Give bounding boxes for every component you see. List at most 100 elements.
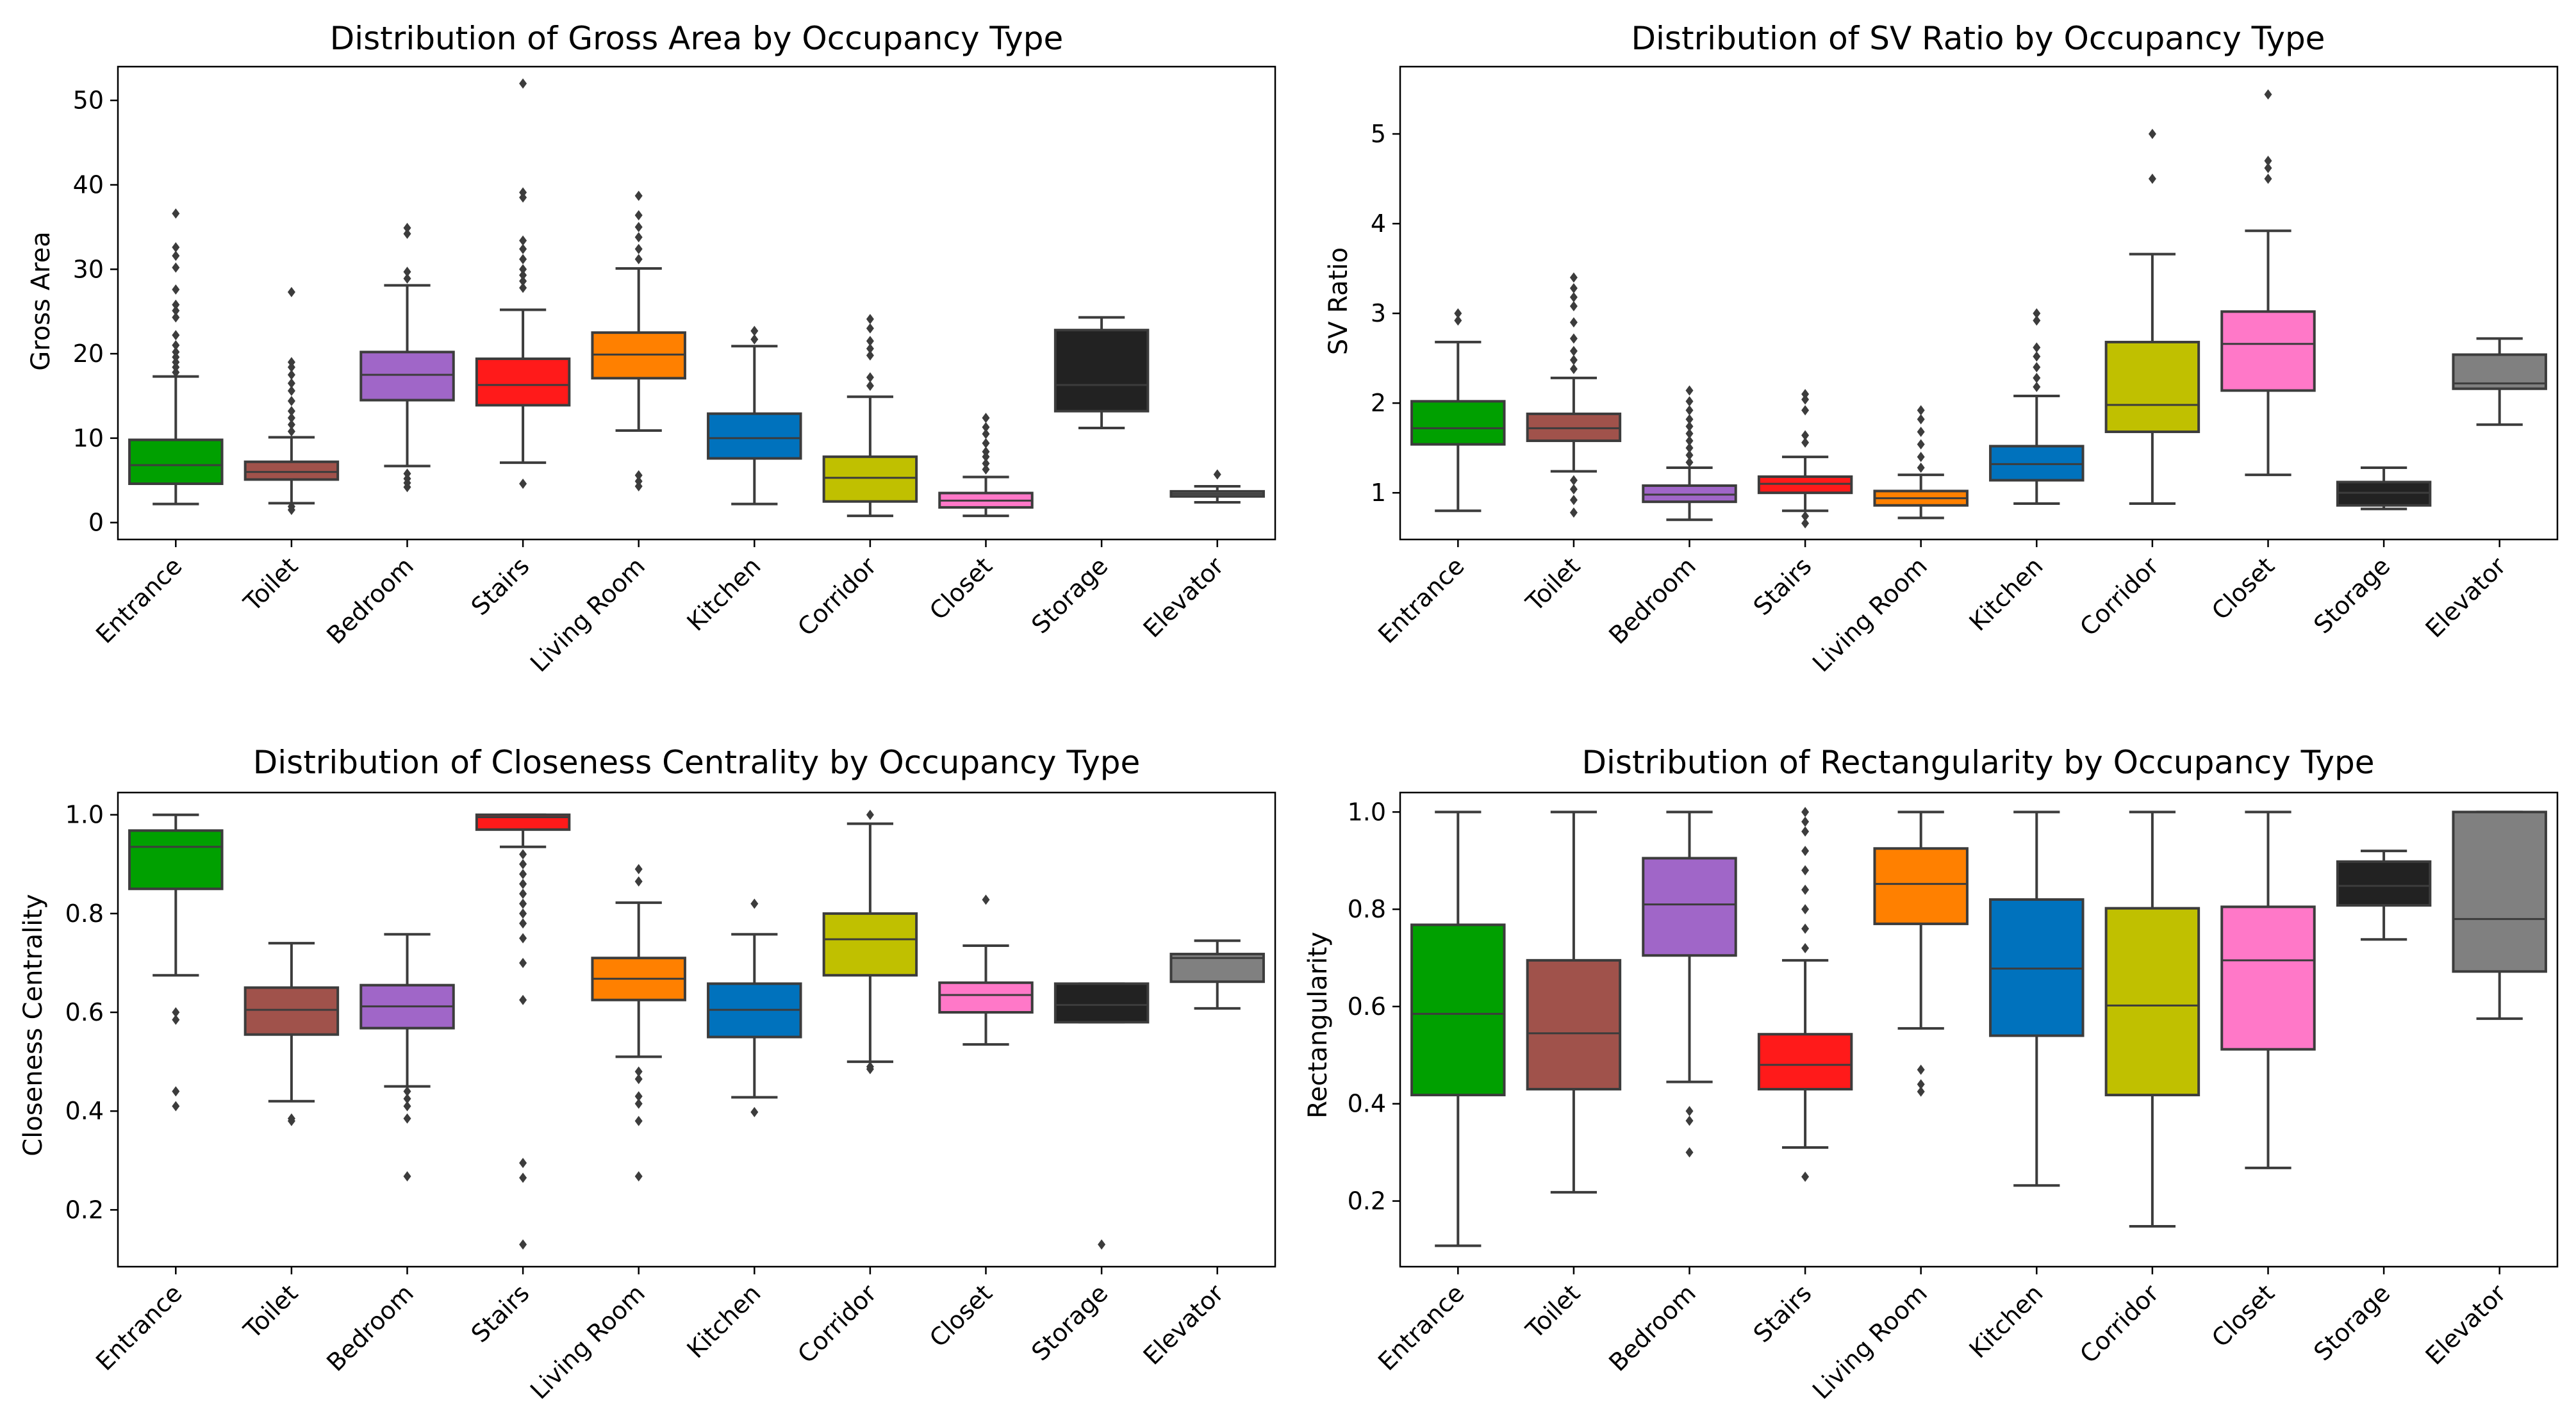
outlier-point — [172, 330, 180, 341]
outlier-point — [519, 869, 527, 880]
outlier-point — [982, 413, 990, 424]
x-tick-label: Toilet — [238, 1279, 303, 1344]
outlier-point — [519, 898, 527, 909]
outlier-point — [1917, 1086, 1925, 1097]
outlier-point — [1213, 469, 1221, 480]
y-tick-label: 20 — [73, 340, 104, 368]
outlier-point — [2033, 342, 2041, 353]
outlier-point — [866, 1061, 874, 1072]
axes-frame — [117, 791, 1276, 1268]
outlier-point — [1685, 385, 1694, 396]
box-living-room — [1873, 847, 1969, 925]
chart-title: Distribution of SV Ratio by Occupancy Ty… — [1631, 20, 2325, 57]
x-tick-label: Elevator — [1138, 552, 1230, 643]
outlier-point — [287, 426, 295, 437]
outlier-point — [1569, 272, 1578, 283]
x-tick-label: Corridor — [792, 1279, 882, 1369]
outlier-point — [1801, 846, 1810, 857]
outlier-point — [172, 340, 180, 350]
outlier-point — [1569, 333, 1578, 344]
outlier-point — [1917, 414, 1925, 425]
outlier-point — [1454, 308, 1462, 319]
box-kitchen — [707, 412, 802, 460]
outlier-point — [2033, 315, 2041, 326]
outlier-point — [287, 386, 295, 397]
y-tick-label: 1.0 — [1348, 798, 1386, 826]
outlier-point — [982, 464, 990, 475]
x-tick-label: Entrance — [1373, 1279, 1470, 1376]
outlier-point — [866, 336, 874, 347]
outlier-point — [519, 908, 527, 919]
outlier-point — [287, 357, 295, 368]
box-closet — [2220, 905, 2316, 1051]
plot-area: 0.2 0.4 0.6 0.8 1.0 Entrance Toilet Bedroom Stai… — [1348, 791, 2559, 1404]
outlier-point — [634, 232, 643, 243]
outlier-point — [172, 208, 180, 219]
x-tick-label: Entrance — [90, 552, 188, 649]
box-storage — [2336, 860, 2432, 907]
outlier-point — [519, 187, 527, 198]
outlier-point — [982, 446, 990, 457]
outlier-point — [2033, 308, 2041, 319]
outlier-point — [1801, 923, 1810, 934]
box-stairs — [1757, 1033, 1853, 1090]
outlier-point — [634, 243, 643, 254]
outlier-point — [2148, 129, 2156, 140]
y-tick-label: 4 — [1371, 210, 1386, 238]
x-tick-label: Storage — [2308, 1279, 2395, 1366]
outlier-point — [287, 1113, 295, 1124]
outlier-point — [172, 242, 180, 253]
x-tick-label: Corridor — [2074, 1279, 2164, 1369]
axes-frame — [117, 65, 1276, 541]
outlier-point — [172, 1101, 180, 1112]
outlier-point — [1685, 435, 1694, 446]
outlier-point — [2033, 362, 2041, 373]
y-tick-label: 0.8 — [65, 900, 104, 928]
outlier-point — [287, 370, 295, 381]
outlier-point — [519, 933, 527, 944]
outlier-point — [634, 1171, 643, 1181]
outlier-point — [1801, 816, 1810, 827]
y-axis-label: Closeness Centrality — [19, 894, 48, 1156]
outlier-point — [634, 1091, 643, 1102]
x-tick-label: Living Room — [525, 552, 650, 677]
outlier-point — [403, 228, 411, 239]
outlier-point — [519, 235, 527, 246]
outlier-point — [1801, 807, 1810, 818]
x-tick-label: Storage — [1026, 552, 1113, 639]
y-tick-label: 30 — [73, 255, 104, 283]
y-tick-label: 0.4 — [65, 1097, 104, 1125]
outlier-point — [1685, 405, 1694, 416]
box-entrance — [128, 438, 224, 486]
outlier-point — [1917, 1064, 1925, 1075]
outlier-point — [982, 422, 990, 432]
y-axis-label: Rectangularity — [1303, 932, 1333, 1118]
outlier-point — [1569, 475, 1578, 486]
chart-title: Distribution of Closeness Centrality by … — [253, 744, 1141, 781]
outlier-point — [519, 994, 527, 1005]
axes-frame — [1399, 65, 2559, 541]
x-tick-label: Stairs — [1748, 552, 1817, 621]
outlier-point — [519, 276, 527, 286]
outlier-point — [519, 243, 527, 254]
outlier-point — [519, 254, 527, 265]
outlier-point — [1917, 462, 1925, 473]
outlier-point — [403, 1086, 411, 1097]
outlier-point — [634, 876, 643, 887]
box-corridor — [822, 912, 918, 977]
x-tick-label: Bedroom — [1603, 552, 1701, 650]
box-stairs — [475, 357, 571, 407]
y-tick-label: 5 — [1371, 120, 1386, 148]
outlier-point — [519, 957, 527, 968]
outlier-point — [866, 372, 874, 382]
outlier-point — [1917, 426, 1925, 437]
x-tick-label: Storage — [2308, 552, 2395, 639]
y-tick-label: 0 — [88, 509, 104, 537]
box-kitchen — [1989, 898, 2085, 1037]
x-tick-label: Kitchen — [1964, 1279, 2049, 1363]
chart-rectangularity: Distribution of Rectangularity by Occupa… — [1303, 744, 2559, 1404]
y-tick-label: 40 — [73, 171, 104, 199]
outlier-point — [1569, 345, 1578, 356]
y-tick-label: 3 — [1371, 299, 1386, 327]
